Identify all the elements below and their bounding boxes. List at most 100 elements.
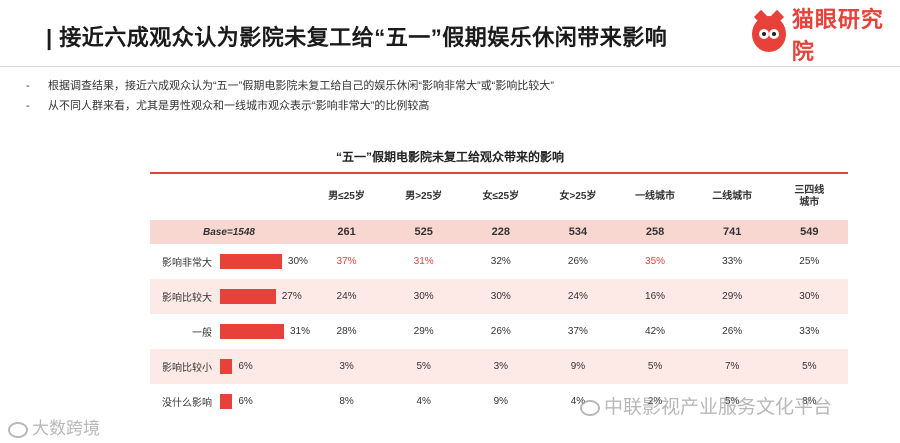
table-header-row: 男≤25岁 男>25岁 女≤25岁 女>25岁 一线城市 二线城市 三四线 城市 [150,174,848,220]
column-header: 女>25岁 [559,191,597,202]
table-cell: 24% [336,291,357,302]
table-top-rule [150,172,848,174]
table-row: 影响比较大 27% 24% 30% 30% 24% 16% 29% 30% [150,279,848,314]
table-cell: 37% [567,326,588,337]
column-header: 男>25岁 [405,191,443,202]
wechat-icon [580,399,600,416]
row-label-cell: 影响非常大 30% [150,244,308,279]
table-cell: 8% [802,396,817,407]
table-cell: 26% [490,326,511,337]
column-header: 男≤25岁 [328,191,365,202]
base-count: 261 [337,226,356,238]
weibo-icon [8,421,28,438]
table-cell: 8% [339,396,354,407]
table-row: 影响比较小 6% 3% 5% 3% 9% 5% 7% 5% [150,349,848,384]
summary-bullets: - 根据调查结果，接近六成观众认为“五一”假期电影院未复工给自己的娱乐休闲“影响… [26,76,554,116]
brand-name: 猫眼研究院 [791,7,884,64]
column-header: 女≤25岁 [482,191,520,202]
header: | 接近六成观众认为影院未复工给“五一”假期娱乐休闲带来影响 猫眼研究院 [0,0,900,66]
table-cell: 5% [724,396,740,407]
watermark-right: 中联影视产业服务文化平台 [580,392,832,419]
base-count: 534 [568,226,588,238]
row-label: 没什么影响 [162,398,212,409]
summary-bullet: - 根据调查结果，接近六成观众认为“五一”假期电影院未复工给自己的娱乐休闲“影响… [26,76,554,96]
summary-bullet: - 从不同人群来看，尤其是男性观众和一线城市观众表示“影响非常大”的比例较高 [26,96,554,116]
table-cell: 16% [645,291,666,302]
row-label-cell: 影响比较小 6% [150,349,308,384]
row-label-cell: 影响比较大 27% [150,279,308,314]
overall-bar [220,289,276,304]
table-cell: 24% [567,291,588,302]
column-header: 三四线 城市 [794,185,825,208]
overall-value: 31% [290,326,311,337]
table-cell: 28% [336,326,357,337]
base-count: 741 [723,226,742,238]
table-cell: 9% [493,396,509,407]
row-label: 影响非常大 [162,258,212,269]
overall-value: 30% [287,256,308,267]
row-label: 影响比较大 [162,293,212,304]
base-label: Base=1548 [203,226,255,238]
table-cell: 25% [799,256,820,267]
table-row: 没什么影响 6% 8% 4% 9% 4% 2% 5% 8% [150,384,848,419]
table-cell: 33% [799,326,820,337]
table-row: 影响非常大 30% 37% 31% 32% 26% 35% 33% 25% [150,244,848,279]
bullet-dash: - [26,100,30,112]
table-cell: 31% [413,256,434,267]
table-cell: 37% [336,256,357,267]
table-cell: 42% [645,326,666,337]
row-label-cell: 没什么影响 6% [150,384,308,419]
brand: 猫眼研究院 [752,7,900,64]
cat-eye-logo-icon [752,9,786,52]
overall-value: 6% [238,396,253,407]
watermark-left: 大数跨境 [8,414,100,439]
table-cell: 4% [416,396,431,407]
base-count: 258 [645,226,665,238]
table-cell: 35% [645,256,666,267]
header-divider [0,66,900,67]
table-cell: 4% [570,396,586,407]
row-label: 一般 [192,328,212,339]
header-corner [150,174,308,220]
overall-bar [220,394,233,409]
base-count: 549 [800,226,819,238]
table-cell: 26% [567,256,588,267]
bullet-text: 根据调查结果，接近六成观众认为“五一”假期电影院未复工给自己的娱乐休闲“影响非常… [48,80,554,92]
table-body: 影响非常大 30% 37% 31% 32% 26% 35% 33% 25% 影响比较大 27% 24%… [150,244,848,419]
table-cell: 7% [724,361,740,372]
column-header: 二线城市 [712,191,753,202]
table-row: 一般 31% 28% 29% 26% 37% 42% 26% 33% [150,314,848,349]
row-label: 影响比较小 [162,363,212,374]
table-cell: 29% [722,291,743,302]
overall-value: 27% [281,291,302,302]
row-label-cell: 一般 31% [150,314,311,349]
overall-bar [220,254,282,269]
table-cell: 5% [647,361,663,372]
watermark-right-text: 中联影视产业服务文化平台 [604,397,833,418]
watermark-left-text: 大数跨境 [32,419,100,438]
column-header: 一线城市 [635,191,676,202]
base-count: 525 [414,226,433,238]
impact-table: 男≤25岁 男>25岁 女≤25岁 女>25岁 一线城市 二线城市 三四线 城市 Base=1… [150,172,848,419]
table-cell: 32% [490,256,511,267]
overall-bar [220,324,284,339]
table-cell: 2% [647,396,663,407]
bullet-dash: - [26,80,30,92]
table-cell: 3% [493,361,509,372]
bullet-text: 从不同人群来看，尤其是男性观众和一线城市观众表示“影响非常大”的比例较高 [48,100,430,112]
table-base-row: Base=1548 261 525 228 534 258 741 549 [150,220,848,244]
table-cell: 30% [413,291,434,302]
overall-bar [220,359,233,374]
overall-value: 6% [238,361,253,372]
table-cell: 9% [570,361,586,372]
table-cell: 29% [413,326,434,337]
table-title: “五一”假期电影院未复工给观众带来的影响 [335,150,564,164]
table-cell: 30% [490,291,511,302]
table-cell: 3% [339,361,354,372]
table-cell: 5% [802,361,817,372]
table-cell: 33% [722,256,743,267]
page-title: | 接近六成观众认为影院未复工给“五一”假期娱乐休闲带来影响 [46,25,668,50]
table-cell: 30% [799,291,820,302]
table-cell: 26% [722,326,743,337]
table-cell: 5% [416,361,431,372]
